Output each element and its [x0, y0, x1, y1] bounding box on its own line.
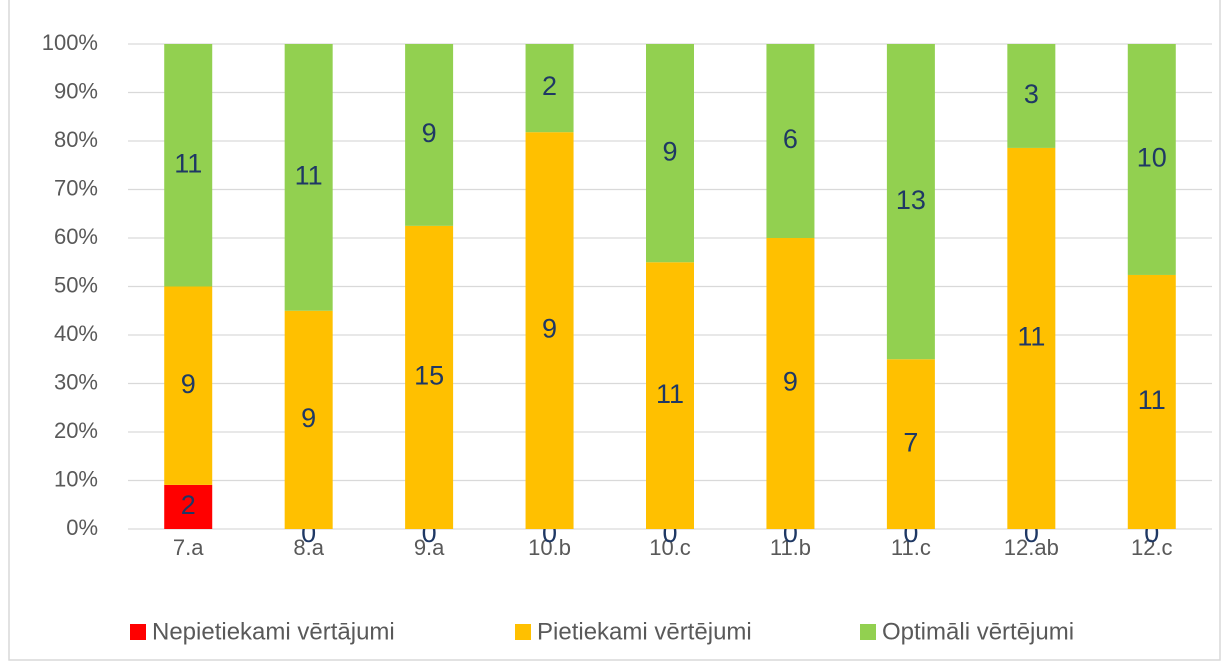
data-label: 11	[656, 379, 684, 409]
bar-segment	[284, 44, 333, 311]
bar-segment	[766, 238, 815, 529]
legend-label: Nepietiekami vērtājumi	[152, 618, 395, 645]
y-tick-label: 20%	[54, 418, 98, 443]
bar-segment	[1007, 147, 1056, 529]
bar-segment	[646, 44, 694, 263]
bar-segment	[164, 484, 213, 529]
x-tick-label: 10.c	[649, 535, 691, 560]
data-label: 9	[181, 369, 196, 399]
y-tick-label: 80%	[54, 127, 98, 152]
y-tick-label: 30%	[54, 369, 98, 394]
y-tick-label: 100%	[42, 30, 98, 55]
data-label: 7	[903, 427, 918, 457]
data-label: 9	[662, 136, 677, 166]
y-tick-label: 60%	[54, 224, 98, 249]
y-tick-label: 50%	[54, 272, 98, 297]
bar-segment	[164, 286, 213, 485]
x-tick-label: 12.ab	[1004, 535, 1059, 560]
data-label: 11	[1138, 385, 1166, 415]
x-tick-label: 10.b	[528, 535, 571, 560]
data-label: 2	[181, 490, 196, 520]
x-tick-label: 11.b	[770, 535, 811, 560]
data-label: 6	[783, 124, 798, 154]
data-label: 13	[896, 185, 926, 215]
bar-segment	[405, 44, 454, 226]
data-label: 9	[301, 403, 316, 433]
data-label: 11	[295, 161, 323, 191]
bar-segment	[1127, 274, 1176, 529]
bar-segment	[886, 44, 935, 360]
data-label: 9	[542, 314, 557, 344]
data-label: 3	[1024, 79, 1039, 109]
bar-segment	[1007, 44, 1056, 148]
data-label: 9	[422, 118, 437, 148]
y-tick-label: 0%	[66, 515, 98, 540]
x-tick-label: 11.c	[891, 535, 931, 560]
y-tick-label: 10%	[54, 466, 98, 491]
data-label: 10	[1137, 143, 1167, 173]
legend-swatch	[515, 624, 531, 640]
bar-segment	[284, 310, 333, 529]
data-label: 11	[174, 148, 202, 178]
legend-label: Pietiekami vērtējumi	[537, 618, 752, 645]
y-tick-label: 70%	[54, 175, 98, 200]
data-label: 2	[542, 71, 557, 101]
legend-label: Optimāli vērtējumi	[882, 618, 1074, 645]
bar-segment	[525, 132, 574, 529]
bar-segment	[525, 44, 574, 133]
x-tick-label: 7.a	[173, 535, 204, 560]
x-tick-label: 12.c	[1131, 535, 1173, 560]
data-label: 9	[783, 367, 798, 397]
data-label: 11	[1017, 322, 1045, 352]
bar-segment	[766, 44, 815, 238]
bar-segment	[886, 359, 935, 529]
chart-frame	[8, 0, 1221, 661]
legend-swatch	[860, 624, 876, 640]
bar-segment	[405, 225, 454, 529]
y-tick-label: 90%	[54, 78, 98, 103]
bar-segment	[164, 44, 213, 287]
legend-swatch	[130, 624, 146, 640]
bar-segment	[646, 262, 694, 529]
x-tick-label: 9.a	[414, 535, 445, 560]
bar-segment	[1127, 44, 1176, 275]
y-tick-label: 40%	[54, 321, 98, 346]
data-label: 15	[414, 361, 444, 391]
x-tick-label: 8.a	[293, 535, 324, 560]
